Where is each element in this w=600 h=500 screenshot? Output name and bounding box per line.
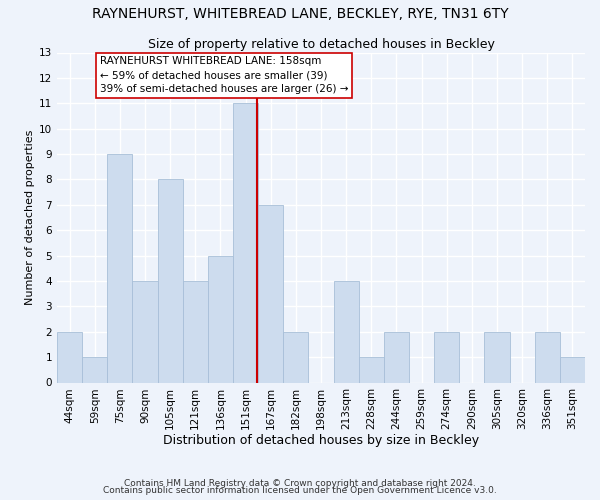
Bar xyxy=(158,180,183,382)
Text: RAYNEHURST, WHITEBREAD LANE, BECKLEY, RYE, TN31 6TY: RAYNEHURST, WHITEBREAD LANE, BECKLEY, RY… xyxy=(92,8,508,22)
Bar xyxy=(233,104,258,382)
Bar xyxy=(82,357,107,382)
Bar xyxy=(208,256,233,382)
Bar xyxy=(434,332,459,382)
Bar xyxy=(334,281,359,382)
Bar xyxy=(359,357,384,382)
Bar xyxy=(57,332,82,382)
Bar xyxy=(535,332,560,382)
Bar xyxy=(258,205,283,382)
Bar xyxy=(484,332,509,382)
X-axis label: Distribution of detached houses by size in Beckley: Distribution of detached houses by size … xyxy=(163,434,479,446)
Y-axis label: Number of detached properties: Number of detached properties xyxy=(25,130,35,305)
Title: Size of property relative to detached houses in Beckley: Size of property relative to detached ho… xyxy=(148,38,494,52)
Text: Contains public sector information licensed under the Open Government Licence v3: Contains public sector information licen… xyxy=(103,486,497,495)
Bar xyxy=(560,357,585,382)
Bar xyxy=(384,332,409,382)
Bar xyxy=(183,281,208,382)
Bar xyxy=(133,281,158,382)
Bar xyxy=(107,154,133,382)
Text: RAYNEHURST WHITEBREAD LANE: 158sqm
← 59% of detached houses are smaller (39)
39%: RAYNEHURST WHITEBREAD LANE: 158sqm ← 59%… xyxy=(100,56,348,94)
Text: Contains HM Land Registry data © Crown copyright and database right 2024.: Contains HM Land Registry data © Crown c… xyxy=(124,478,476,488)
Bar xyxy=(283,332,308,382)
